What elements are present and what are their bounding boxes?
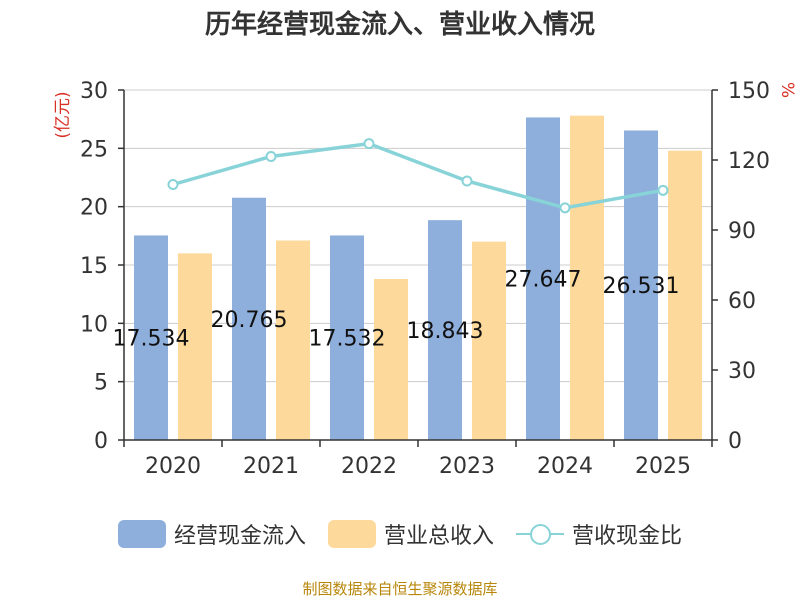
data-label-cash-inflow: 17.534: [113, 327, 190, 352]
x-tick-label: 2022: [341, 454, 397, 479]
y-left-tick-label: 0: [94, 429, 108, 454]
legend-swatch-ratio: [516, 520, 564, 548]
chart-title: 历年经营现金流入、营业收入情况: [204, 10, 595, 40]
bar-revenue: [668, 150, 702, 440]
legend-item-cash-inflow[interactable]: 经营现金流入: [117, 518, 306, 550]
legend-swatch-revenue: [327, 520, 376, 548]
y-left-tick-label: 5: [94, 371, 108, 396]
y-left-tick-label: 15: [80, 254, 108, 279]
y-left-tick-label: 10: [80, 312, 108, 337]
bar-revenue: [374, 279, 408, 440]
data-labels-layer: 17.534 20.765 17.532 18.843 27.647 26.531: [113, 268, 680, 352]
y-right-tick-label: 120: [728, 149, 770, 174]
x-tick-label: 2025: [635, 454, 691, 479]
data-label-cash-inflow: 18.843: [407, 319, 484, 344]
ratio-line: [172, 141, 664, 210]
bar-revenue: [178, 253, 212, 440]
data-label-cash-inflow: 17.532: [309, 327, 386, 352]
y-axis-right-title: %: [777, 82, 797, 98]
legend-item-revenue[interactable]: 营业总收入: [327, 518, 494, 550]
ratio-point: [167, 179, 179, 190]
legend: 经营现金流入 营业总收入 营收现金比: [0, 518, 800, 550]
ratio-line-layer: [167, 138, 669, 214]
legend-label-ratio: 营收现金比: [572, 524, 683, 549]
legend-swatch-cash-inflow: [117, 520, 166, 548]
legend-item-ratio[interactable]: 营收现金比: [516, 518, 682, 550]
ratio-point: [265, 151, 277, 162]
y-left-tick-label: 30: [80, 79, 108, 104]
data-label-cash-inflow: 27.647: [505, 268, 582, 293]
ratio-point: [559, 202, 571, 214]
y-axis-left-title: (亿元): [53, 91, 73, 138]
ratio-point: [363, 138, 375, 150]
bar-cash-inflow: [624, 130, 658, 440]
x-tick-label: 2023: [439, 454, 495, 479]
ratio-point: [657, 184, 669, 196]
data-label-cash-inflow: 20.765: [211, 308, 288, 333]
bars-layer: [134, 115, 702, 441]
bar-revenue: [570, 115, 604, 441]
bar-cash-inflow: [330, 235, 364, 440]
legend-label-revenue: 营业总收入: [383, 524, 494, 549]
bar-revenue: [276, 240, 310, 440]
source-footer: 制图数据来自恒生聚源数据库: [302, 580, 498, 598]
y-right-tick-label: 0: [728, 429, 742, 454]
bar-cash-inflow: [526, 117, 560, 441]
y-left-tick-label: 25: [80, 137, 108, 162]
legend-label-cash-inflow: 经营现金流入: [173, 524, 306, 549]
y-right-tick-label: 60: [728, 289, 756, 314]
x-tick-label: 2020: [145, 454, 201, 479]
x-tick-label: 2021: [243, 454, 299, 479]
bar-revenue: [472, 241, 506, 440]
grid-lines: [124, 89, 712, 441]
bar-cash-inflow: [232, 197, 266, 440]
x-tick-label: 2024: [537, 454, 593, 479]
bar-cash-inflow: [428, 220, 462, 440]
y-right-tick-label: 150: [728, 79, 770, 104]
ratio-point: [461, 175, 473, 187]
y-right-tick-label: 30: [728, 359, 756, 384]
bar-cash-inflow: [134, 235, 168, 440]
y-left-tick-label: 20: [80, 196, 108, 221]
y-right-tick-label: 90: [728, 219, 756, 244]
data-label-cash-inflow: 26.531: [603, 274, 680, 299]
